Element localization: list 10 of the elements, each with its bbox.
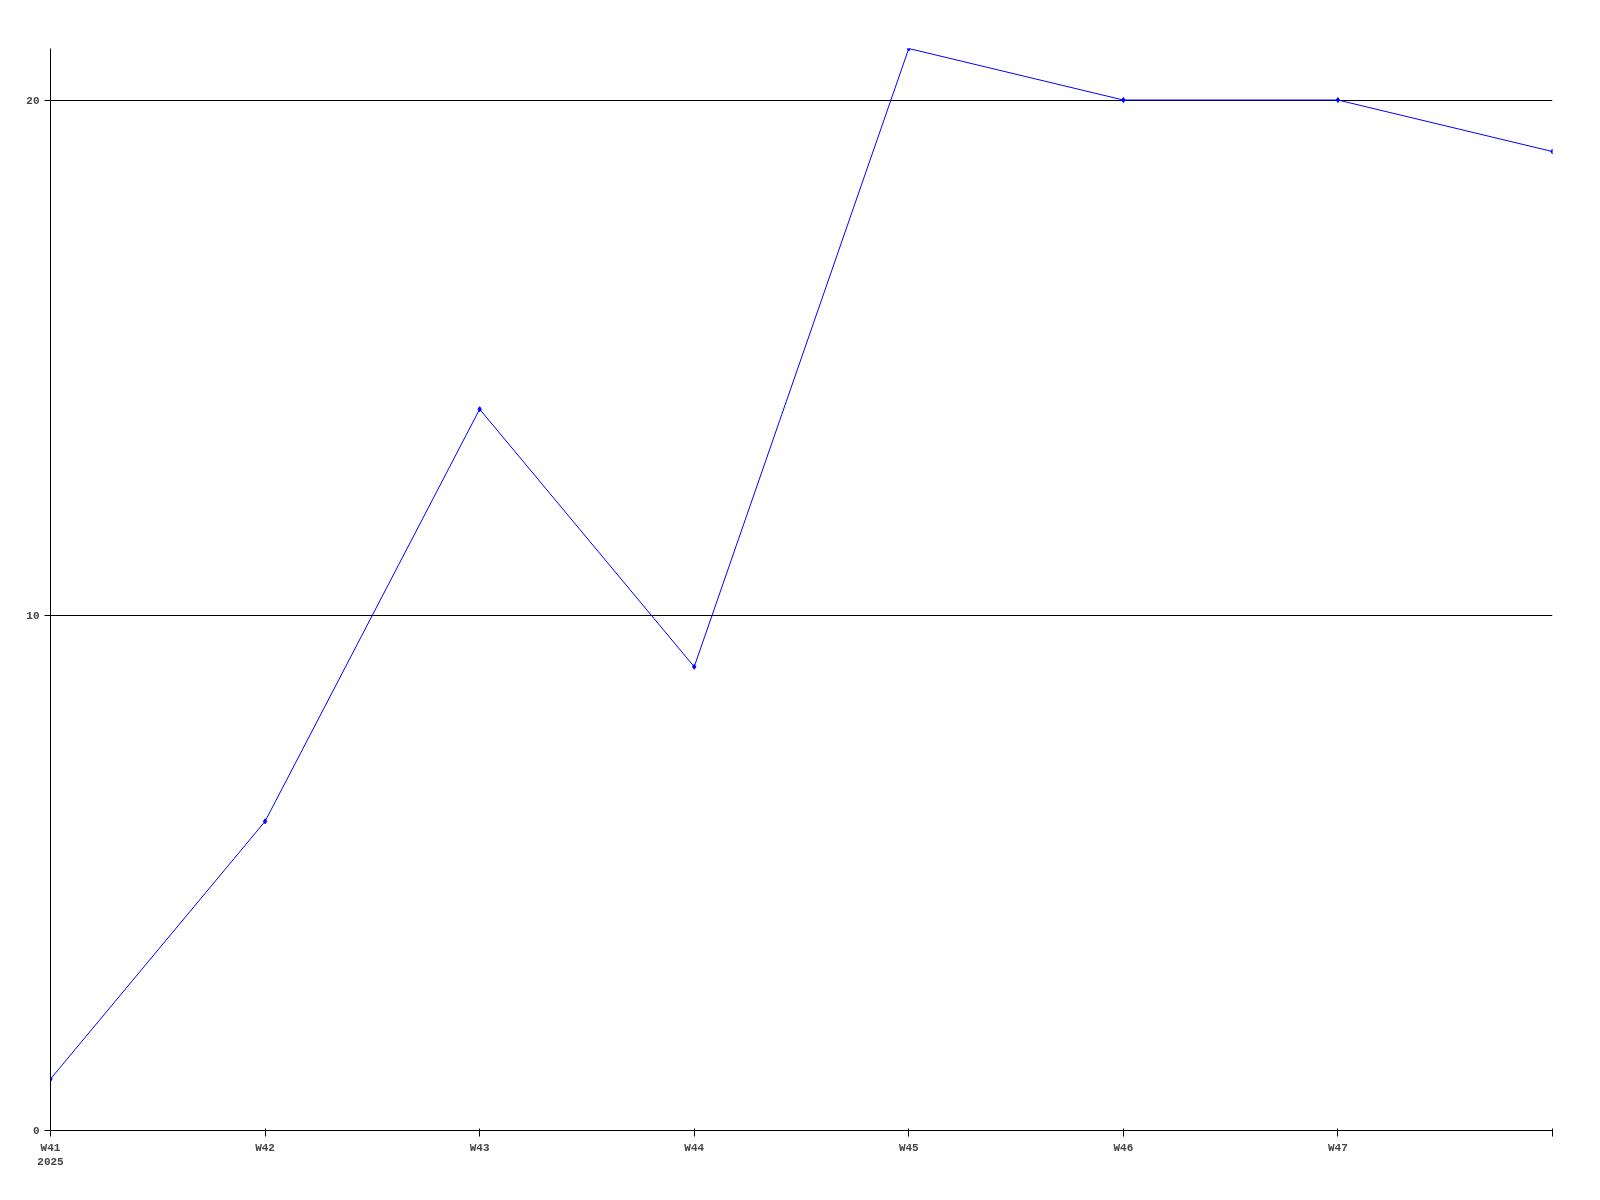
x-tick-label: W42 [255,1141,275,1154]
x-tick-label: W41 2025 [37,1141,65,1168]
y-tick-label: 20 [26,94,40,107]
x-tick-label: W45 [898,1141,920,1154]
y-tick-label: 0 [32,1125,40,1137]
x-tick-label: W44 [684,1141,705,1154]
x-tick-label: W47 [1328,1141,1348,1154]
y-tick-label: 10 [26,609,40,622]
x-tick-label: W46 [1113,1141,1134,1154]
x-tick-label: W43 [469,1141,490,1154]
